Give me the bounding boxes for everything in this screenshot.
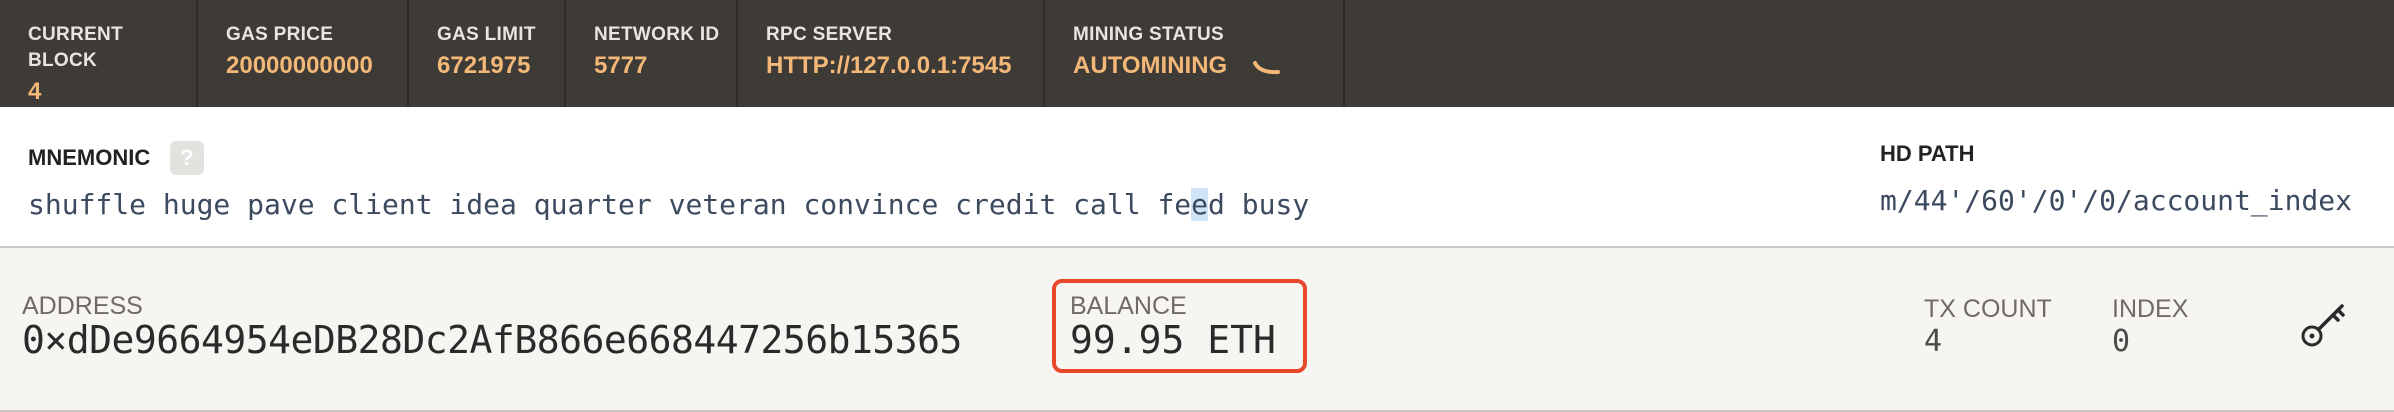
- stat-label: NETWORK ID: [594, 24, 720, 45]
- stat-rpc-server: RPC SERVER HTTP://127.0.0.1:7545: [738, 0, 1045, 107]
- stat-value: 20000000000: [226, 52, 373, 79]
- tx-count-label: TX COUNT: [1924, 295, 2052, 323]
- address-label: ADDRESS: [22, 292, 143, 320]
- stat-label: GAS PRICE: [226, 24, 334, 45]
- stat-network-id: NETWORK ID 5777: [566, 0, 738, 107]
- key-icon[interactable]: [2298, 300, 2348, 350]
- stat-value: 5777: [594, 52, 648, 79]
- status-bar: CURRENT BLOCK 4 GAS PRICE 20000000000 GA…: [0, 0, 2394, 107]
- account-row: ADDRESS 0×dDe9664954eDB28Dc2AfB866e66844…: [0, 248, 2394, 412]
- balance-highlight-box: [1052, 279, 1307, 373]
- stat-gas-limit: GAS LIMIT 6721975: [409, 0, 566, 107]
- stat-value: HTTP://127.0.0.1:7545: [766, 52, 1012, 79]
- mnemonic-text: shuffle huge pave client idea quarter ve…: [28, 188, 1192, 221]
- hd-path-label: HD PATH: [1880, 141, 1975, 166]
- account-address[interactable]: 0×dDe9664954eDB28Dc2AfB866e668447256b153…: [22, 318, 962, 362]
- hd-path-value: m/44'/60'/0'/0/account_index: [1880, 184, 2353, 217]
- mnemonic-text: d busy: [1208, 188, 1310, 221]
- mnemonic-label: MNEMONIC: [28, 145, 151, 170]
- stat-current-block: CURRENT BLOCK 4: [0, 0, 198, 107]
- mnemonic-panel: MNEMONIC ? shuffle huge pave client idea…: [0, 107, 2394, 248]
- stat-label: GAS LIMIT: [437, 24, 536, 45]
- index-value: 0: [2112, 324, 2131, 359]
- mining-spinner-icon: [1253, 61, 1280, 75]
- stat-value: AUTOMINING: [1073, 52, 1228, 79]
- stat-label: MINING STATUS: [1073, 24, 1224, 45]
- help-icon[interactable]: ?: [170, 141, 204, 175]
- stat-mining-status: MINING STATUS AUTOMINING: [1045, 0, 1345, 107]
- stat-label: RPC SERVER: [766, 24, 893, 45]
- mnemonic-phrase[interactable]: shuffle huge pave client idea quarter ve…: [28, 181, 1309, 229]
- stat-value: 6721975: [437, 52, 531, 79]
- stat-value: 4: [28, 78, 42, 105]
- mnemonic-text-selection: e: [1191, 188, 1209, 221]
- balance-label: BALANCE: [1070, 292, 1187, 320]
- account-balance: 99.95 ETH: [1070, 318, 1276, 362]
- stat-label: CURRENT BLOCK: [28, 24, 123, 71]
- index-label: INDEX: [2112, 295, 2189, 323]
- stat-gas-price: GAS PRICE 20000000000: [198, 0, 409, 107]
- tx-count-value: 4: [1924, 324, 1943, 359]
